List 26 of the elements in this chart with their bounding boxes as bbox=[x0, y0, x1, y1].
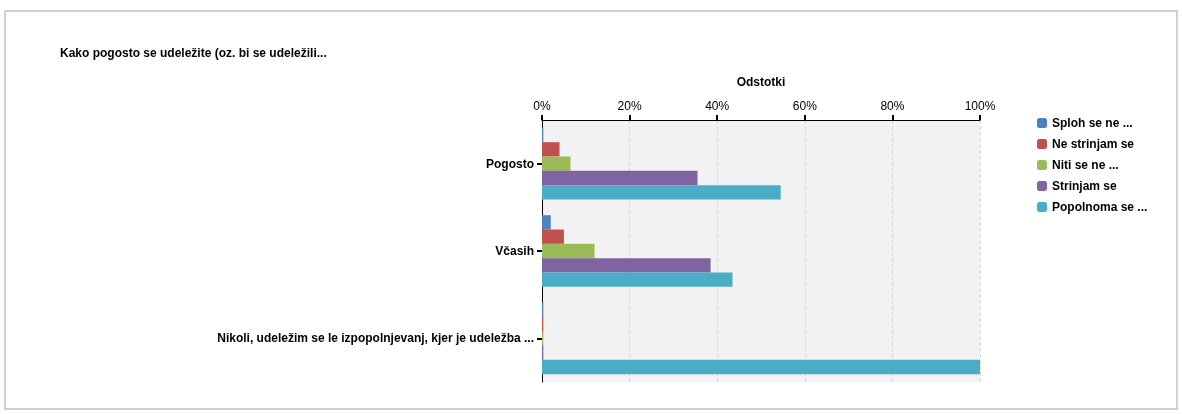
bar bbox=[542, 170, 698, 186]
legend-label: Strinjam se bbox=[1052, 179, 1118, 193]
x-tick-label: 20% bbox=[617, 99, 642, 113]
legend-label: Sploh se ne ... bbox=[1052, 116, 1133, 130]
y-tick-label: Včasih bbox=[495, 244, 534, 258]
bar bbox=[542, 258, 711, 273]
bar bbox=[542, 359, 980, 375]
text: Kako pogosto se udeležite (oz. bi se udeležili... bbox=[60, 46, 327, 60]
x-tick-label: 40% bbox=[705, 99, 730, 113]
x-tick-label: 80% bbox=[880, 99, 905, 113]
x-tick-label: 60% bbox=[792, 99, 818, 113]
bar bbox=[542, 272, 733, 287]
x-tick-label: 100% bbox=[964, 99, 996, 113]
y-tick-label: Nikoli, udeležim se le izpopolnjevanj, kjer je udeležba ... bbox=[217, 331, 534, 346]
bar bbox=[542, 185, 781, 200]
bar bbox=[542, 215, 551, 230]
bar bbox=[542, 229, 564, 244]
bar bbox=[542, 243, 595, 259]
bar bbox=[542, 156, 571, 171]
legend-label: Ne strinjam se bbox=[1052, 137, 1135, 151]
y-tick-label: Pogosto bbox=[486, 156, 534, 171]
x-axis-title: Odstotki bbox=[736, 75, 786, 89]
legend-label: Popolnoma se ... bbox=[1052, 200, 1148, 214]
bar bbox=[542, 142, 560, 157]
legend-label: Niti se ne ... bbox=[1052, 158, 1119, 172]
x-tick-label: 0% bbox=[533, 99, 551, 113]
